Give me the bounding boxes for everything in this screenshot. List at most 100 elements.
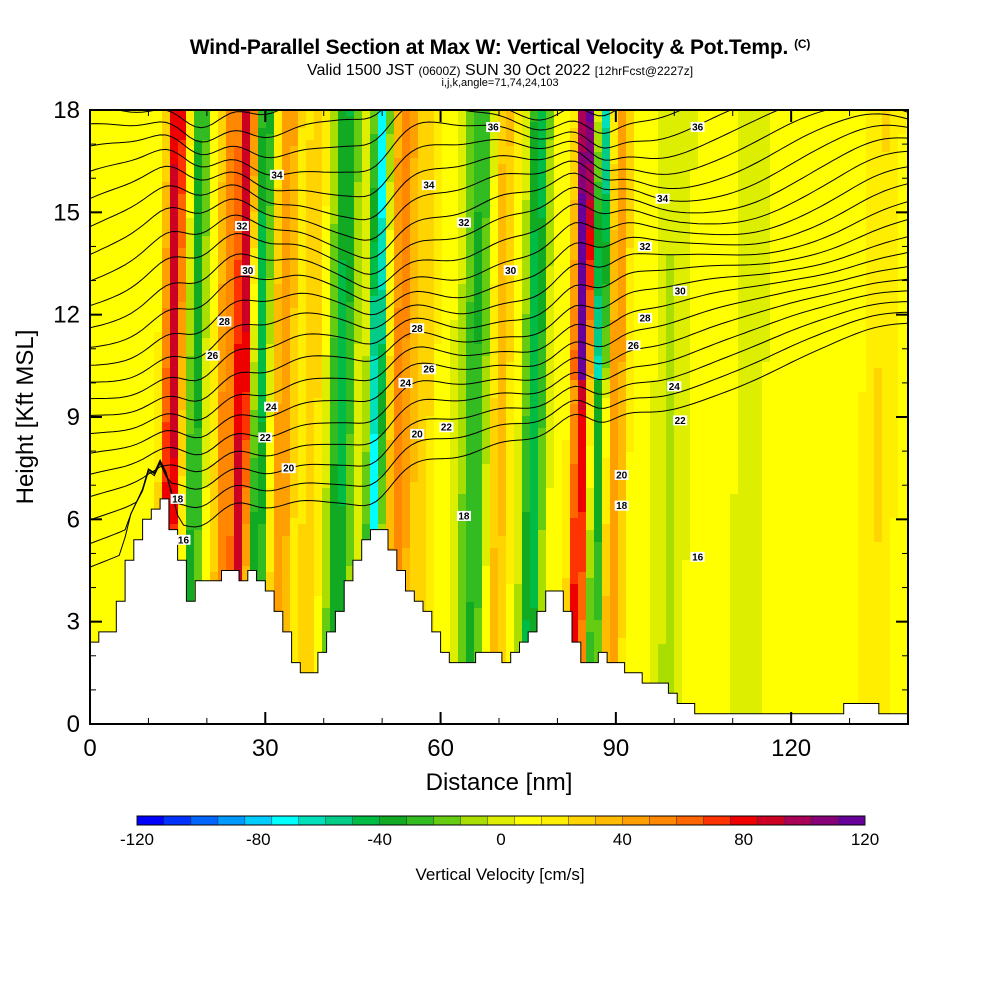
velocity-cell <box>90 224 99 231</box>
velocity-cell <box>98 458 107 465</box>
velocity-cell <box>266 440 275 447</box>
velocity-cell <box>98 344 107 351</box>
velocity-cell <box>362 314 371 321</box>
velocity-cell <box>362 230 371 237</box>
velocity-cell <box>218 116 227 123</box>
velocity-cell <box>442 482 451 489</box>
velocity-cell <box>330 494 339 501</box>
velocity-cell <box>266 122 275 129</box>
velocity-cell <box>114 320 123 327</box>
velocity-cell <box>218 344 227 351</box>
velocity-cell <box>354 548 363 555</box>
velocity-cell <box>402 458 411 465</box>
velocity-cell <box>186 116 195 123</box>
velocity-cell <box>426 374 435 381</box>
velocity-cell <box>362 128 371 135</box>
velocity-cell <box>154 164 163 171</box>
velocity-cell <box>298 608 307 615</box>
velocity-cell <box>258 128 267 135</box>
velocity-cell <box>146 410 155 417</box>
velocity-cell <box>362 458 371 465</box>
velocity-cell <box>210 326 219 333</box>
velocity-cell <box>322 206 331 213</box>
velocity-cell <box>314 632 323 639</box>
velocity-cell <box>162 266 171 273</box>
velocity-cell <box>194 110 203 117</box>
velocity-cell <box>98 254 107 261</box>
velocity-cell <box>362 452 371 459</box>
velocity-cell <box>338 302 347 309</box>
velocity-cell <box>434 146 443 153</box>
velocity-cell <box>178 194 187 201</box>
velocity-cell <box>450 128 459 135</box>
velocity-cell <box>210 446 219 453</box>
velocity-cell <box>210 368 219 375</box>
velocity-cell <box>434 572 443 579</box>
velocity-cell <box>114 500 123 507</box>
velocity-cell <box>338 392 347 399</box>
velocity-cell <box>402 572 411 579</box>
velocity-cell <box>186 164 195 171</box>
velocity-cell <box>386 344 395 351</box>
velocity-cell <box>378 374 387 381</box>
velocity-cell <box>314 578 323 585</box>
velocity-cell <box>170 296 179 303</box>
velocity-cell <box>162 212 171 219</box>
velocity-cell <box>218 506 227 513</box>
velocity-cell <box>354 320 363 327</box>
velocity-cell <box>234 428 243 435</box>
velocity-cell <box>466 200 475 207</box>
velocity-cell <box>226 350 235 357</box>
velocity-cell <box>282 554 291 561</box>
velocity-cell <box>138 188 147 195</box>
velocity-cell <box>306 518 315 525</box>
velocity-cell <box>234 290 243 297</box>
velocity-cell <box>130 386 139 393</box>
velocity-cell <box>298 164 307 171</box>
velocity-cell <box>298 206 307 213</box>
velocity-cell <box>178 362 187 369</box>
velocity-cell <box>402 278 411 285</box>
velocity-cell <box>370 170 379 177</box>
velocity-cell <box>314 188 323 195</box>
velocity-cell <box>458 422 467 429</box>
velocity-cell <box>418 584 427 591</box>
velocity-cell <box>306 362 315 369</box>
velocity-cell <box>242 422 251 429</box>
velocity-cell <box>194 308 203 315</box>
velocity-cell <box>314 308 323 315</box>
velocity-cell <box>178 284 187 291</box>
velocity-cell <box>98 590 107 597</box>
velocity-cell <box>290 254 299 261</box>
velocity-cell <box>114 272 123 279</box>
velocity-cell <box>250 566 259 573</box>
velocity-cell <box>266 374 275 381</box>
velocity-cell <box>218 350 227 357</box>
velocity-cell <box>90 140 99 147</box>
velocity-cell <box>442 446 451 453</box>
velocity-cell <box>314 488 323 495</box>
velocity-cell <box>282 392 291 399</box>
velocity-cell <box>306 152 315 159</box>
velocity-cell <box>354 302 363 309</box>
velocity-cell <box>250 230 259 237</box>
velocity-cell <box>154 254 163 261</box>
velocity-cell <box>378 122 387 129</box>
velocity-cell <box>394 320 403 327</box>
velocity-cell <box>154 374 163 381</box>
velocity-cell <box>138 266 147 273</box>
velocity-cell <box>178 368 187 375</box>
velocity-cell <box>226 230 235 237</box>
velocity-cell <box>322 392 331 399</box>
velocity-cell <box>426 194 435 201</box>
velocity-cell <box>210 200 219 207</box>
velocity-cell <box>130 284 139 291</box>
velocity-cell <box>146 398 155 405</box>
velocity-cell <box>218 416 227 423</box>
velocity-cell <box>322 248 331 255</box>
velocity-cell <box>234 194 243 201</box>
velocity-cell <box>114 464 123 471</box>
velocity-cell <box>202 440 211 447</box>
velocity-cell <box>346 548 355 555</box>
velocity-cell <box>386 326 395 333</box>
